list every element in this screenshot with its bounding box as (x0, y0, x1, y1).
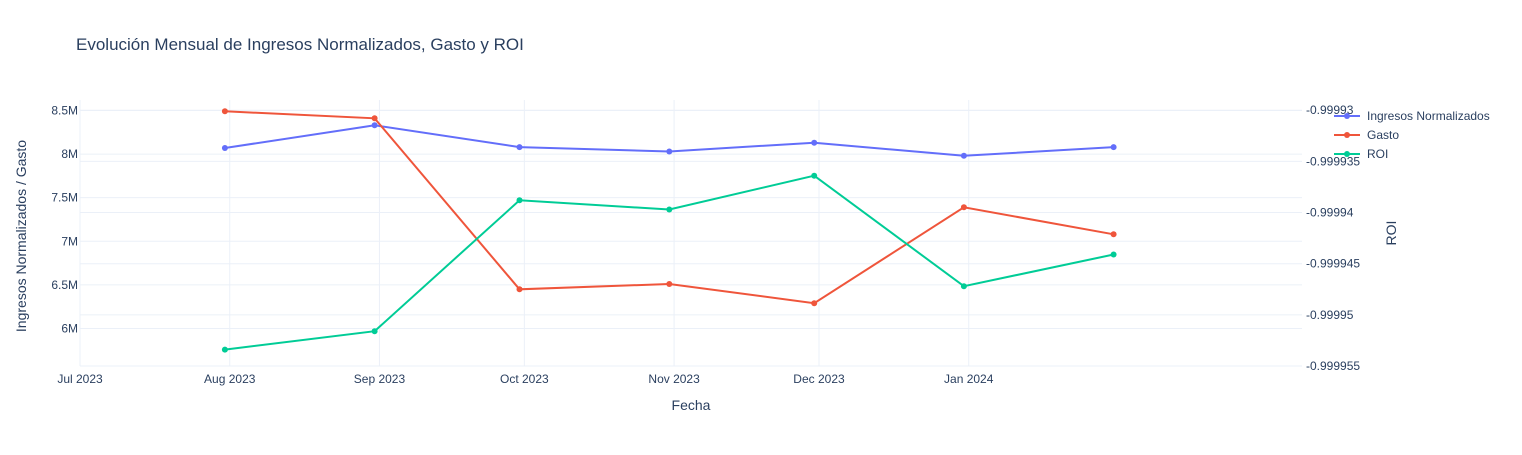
x-axis-label: Fecha (672, 397, 711, 413)
x-tick-label: Nov 2023 (648, 372, 700, 386)
data-point[interactable] (960, 283, 967, 290)
data-point[interactable] (666, 148, 673, 155)
series-group (221, 108, 1117, 353)
data-point[interactable] (811, 172, 818, 179)
x-tick-label: Jul 2023 (57, 372, 103, 386)
data-point[interactable] (516, 286, 523, 293)
x-tick-label: Jan 2024 (944, 372, 994, 386)
legend-label: Gasto (1367, 128, 1399, 142)
data-point[interactable] (371, 115, 378, 122)
x-tick-label: Dec 2023 (793, 372, 845, 386)
y-tick-label: 8M (61, 147, 78, 161)
data-point[interactable] (516, 144, 523, 151)
x-tick-label: Aug 2023 (204, 372, 256, 386)
legend-swatch-marker (1344, 151, 1350, 157)
chart-title: Evolución Mensual de Ingresos Normalizad… (76, 35, 524, 54)
series-roi (221, 172, 1117, 353)
data-point[interactable] (666, 281, 673, 287)
legend-label: Ingresos Normalizados (1367, 109, 1490, 123)
y-tick-label: 6M (61, 321, 78, 335)
y-axis-label: Ingresos Normalizados / Gasto (13, 140, 29, 332)
data-point[interactable] (811, 139, 818, 146)
data-point[interactable] (221, 145, 228, 151)
legend-label: ROI (1367, 147, 1388, 161)
grid (79, 100, 1302, 367)
y2-tick-label: -0.99993 (1306, 103, 1354, 117)
y2-axis-label: ROI (1383, 221, 1399, 246)
y2-tick-label: -0.99994 (1306, 206, 1354, 220)
data-point[interactable] (811, 300, 818, 307)
y-tick-label: 7.5M (51, 191, 78, 205)
data-point[interactable] (1110, 231, 1117, 238)
legend-item[interactable]: Gasto (1334, 128, 1399, 142)
data-point[interactable] (371, 122, 378, 129)
data-point[interactable] (960, 204, 967, 211)
data-point[interactable] (221, 108, 228, 115)
y-tick-label: 7M (61, 234, 78, 248)
y2-tick-label: -0.999935 (1306, 154, 1360, 168)
legend-item[interactable]: Ingresos Normalizados (1334, 109, 1490, 123)
x-tick-label: Sep 2023 (354, 372, 406, 386)
legend-swatch-marker (1344, 113, 1350, 119)
series-line (224, 174, 1114, 351)
data-point[interactable] (221, 346, 228, 353)
data-point[interactable] (371, 328, 378, 335)
y2-tick-label: -0.999945 (1306, 257, 1360, 271)
y-axis-ticks: 6M 6.5M 7M 7.5M 8M 8.5M (51, 103, 78, 335)
data-point[interactable] (666, 206, 673, 213)
y-tick-label: 8.5M (51, 103, 78, 117)
data-point[interactable] (516, 197, 523, 204)
y2-axis-ticks: -0.999955 -0.99995 -0.999945 -0.99994 -0.999… (1306, 103, 1360, 373)
y-tick-label: 6.5M (51, 278, 78, 292)
x-axis-ticks: Jul 2023 Aug 2023 Sep 2023 Oct 2023 Nov 2023… (57, 372, 993, 386)
legend-swatch-marker (1344, 132, 1350, 138)
data-point[interactable] (1110, 144, 1117, 151)
legend: Ingresos Normalizados Gasto ROI (1334, 109, 1490, 161)
series-gasto (221, 108, 1117, 307)
y2-tick-label: -0.999955 (1306, 359, 1360, 373)
y2-tick-label: -0.99995 (1306, 308, 1354, 322)
legend-item[interactable]: ROI (1334, 147, 1388, 161)
data-point[interactable] (960, 152, 967, 159)
series-ingresos-normalizados (221, 122, 1117, 159)
data-point[interactable] (1110, 251, 1117, 258)
x-tick-label: Oct 2023 (500, 372, 549, 386)
